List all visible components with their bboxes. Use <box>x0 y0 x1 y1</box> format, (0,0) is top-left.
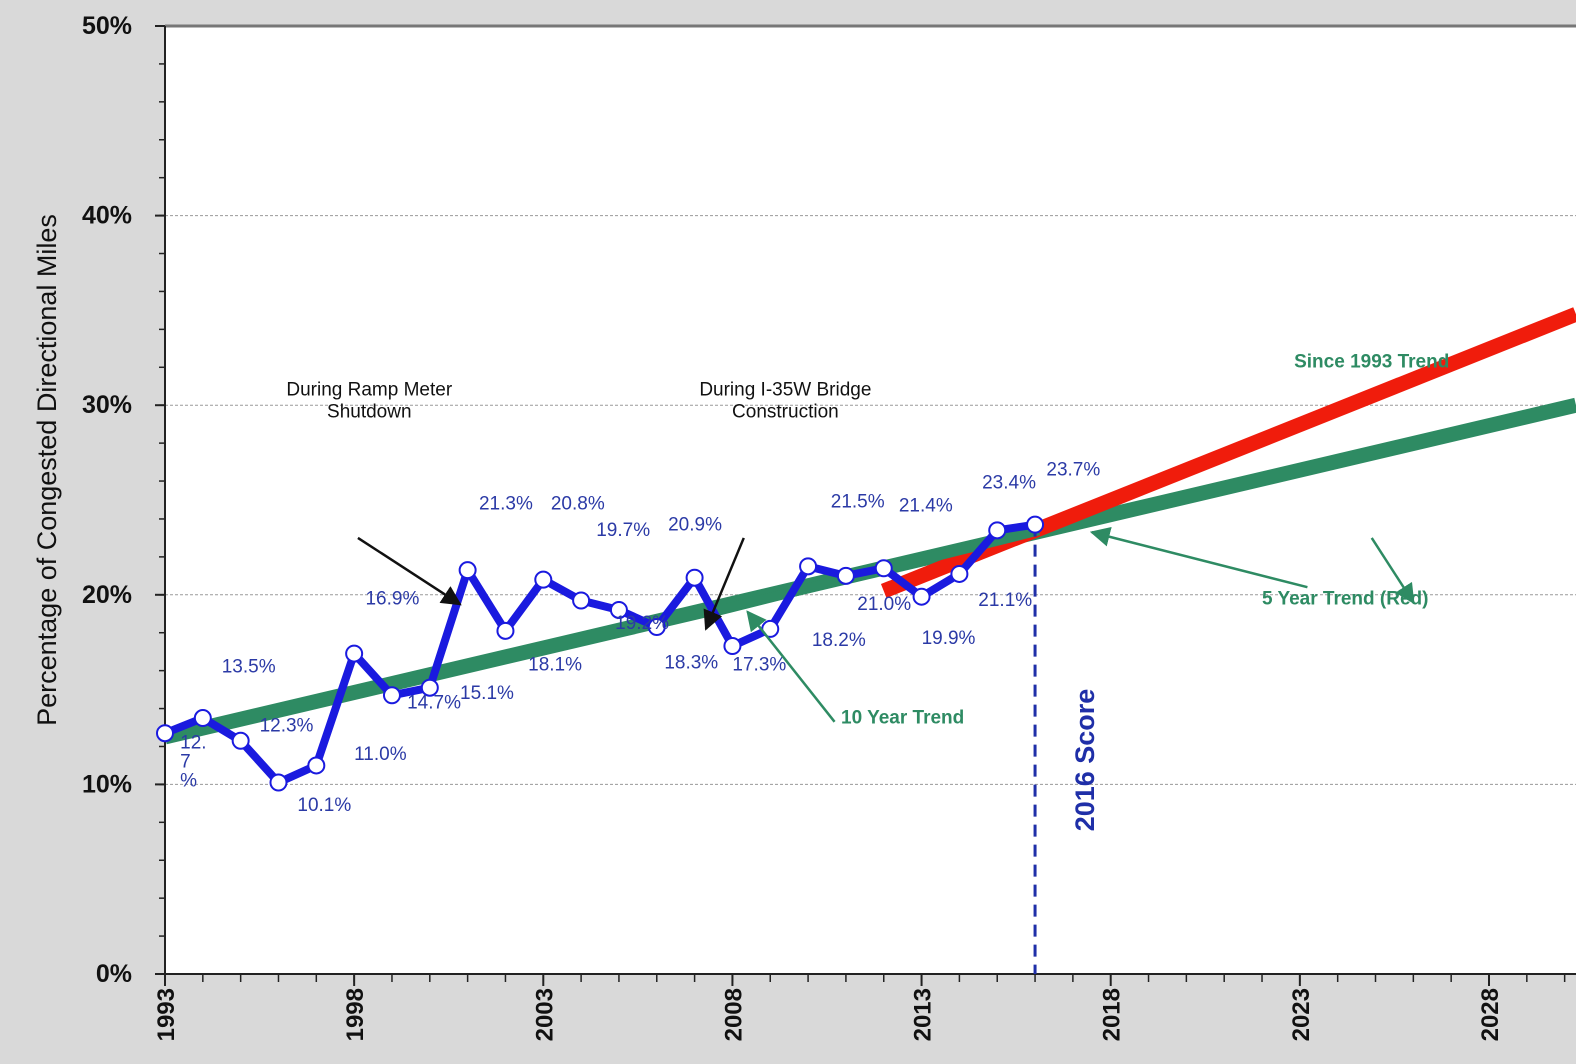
x-tick-label: 2003 <box>531 988 558 1041</box>
annotation-text: During I-35W Bridge <box>699 380 871 401</box>
data-point-2005 <box>609 600 628 619</box>
y-tick-label: 0% <box>96 960 132 988</box>
data-point-1993 <box>156 724 174 743</box>
data-label: 17.3% <box>732 655 786 676</box>
y-tick-label: 10% <box>82 770 132 798</box>
data-point-2012 <box>874 559 893 578</box>
data-point-2004 <box>572 591 591 610</box>
data-label: 23.4% <box>982 473 1036 494</box>
y-axis-title: Percentage of Congested Directional Mile… <box>32 214 62 726</box>
x-tick-label: 2028 <box>1477 988 1504 1041</box>
annotation-arrow <box>703 537 745 631</box>
data-point-2013 <box>912 587 931 606</box>
annotation-arrow <box>357 536 462 606</box>
data-point-2014 <box>950 564 969 583</box>
data-label: 11.0% <box>354 744 407 765</box>
annotation-text: Since 1993 Trend <box>1294 351 1449 372</box>
data-point-1995 <box>231 731 250 750</box>
annotation-text: During Ramp Meter <box>286 380 452 401</box>
data-point-2006 <box>647 618 666 637</box>
data-label: 19.7% <box>596 520 650 541</box>
data-label: 21.4% <box>899 495 953 516</box>
data-point-2016 <box>1026 515 1045 534</box>
data-label: 7 <box>180 751 191 772</box>
data-point-2001 <box>458 561 477 580</box>
x-tick-label: 2023 <box>1288 988 1315 1041</box>
data-label: 18.1% <box>528 655 582 676</box>
annotation-text: Shutdown <box>327 402 412 423</box>
data-label: 21.5% <box>831 492 885 513</box>
data-point-2007 <box>685 568 704 587</box>
data-label: 20.9% <box>668 514 722 535</box>
y-tick-label: 50% <box>82 12 132 40</box>
x-tick-label: 2018 <box>1099 988 1126 1041</box>
data-point-1997 <box>307 756 326 775</box>
data-label: 18.3% <box>664 653 718 674</box>
data-label: 21.3% <box>479 493 533 514</box>
score-marker-label: 2016 Score <box>1070 689 1100 832</box>
annotation-arrow <box>746 610 836 723</box>
data-label: 19.9% <box>922 628 976 649</box>
data-point-1999 <box>382 686 401 705</box>
data-label: 21.0% <box>857 594 911 615</box>
data-label: 16.9% <box>365 588 419 609</box>
annotation: Since 1993 Trend <box>1294 351 1449 605</box>
data-label: 13.5% <box>222 657 276 678</box>
annotation-arrow <box>1370 537 1415 605</box>
data-label: 23.7% <box>1046 459 1100 480</box>
data-point-2003 <box>534 570 553 589</box>
x-tick-label: 2008 <box>720 988 747 1041</box>
data-point-2011 <box>836 566 855 585</box>
data-label: 12.3% <box>260 715 314 736</box>
y-tick-label: 20% <box>82 581 132 609</box>
data-point-1998 <box>345 644 364 663</box>
y-tick-label: 40% <box>82 202 132 230</box>
data-label: 14.7% <box>407 693 461 714</box>
plot-area <box>165 26 1576 974</box>
data-point-2002 <box>496 621 515 640</box>
data-label: 12. <box>180 732 206 753</box>
x-tick-label: 2013 <box>910 988 937 1041</box>
data-point-1994 <box>193 709 212 728</box>
data-label: 19.2% <box>615 613 669 634</box>
data-label: % <box>180 770 197 791</box>
data-label: 20.8% <box>551 493 605 514</box>
x-tick-label: 1998 <box>342 988 369 1041</box>
y-tick-label: 30% <box>82 391 132 419</box>
data-label: 21.1% <box>978 590 1032 611</box>
annotation: 10 Year Trend <box>746 610 964 729</box>
annotation-text: 5 Year Trend (Red) <box>1262 588 1429 609</box>
data-point-2015 <box>988 521 1007 540</box>
annotation-text: 10 Year Trend <box>841 708 964 729</box>
data-point-1996 <box>269 773 288 792</box>
x-tick-label: 1993 <box>153 988 180 1041</box>
annotation: 5 Year Trend (Red) <box>1089 526 1429 609</box>
data-point-2010 <box>799 557 818 576</box>
annotation-arrow <box>1089 526 1308 589</box>
data-point-2000 <box>420 678 439 697</box>
data-label: 15.1% <box>460 683 514 704</box>
annotation-text: Construction <box>732 402 839 423</box>
data-label: 10.1% <box>297 795 351 816</box>
data-label: 18.2% <box>812 630 866 651</box>
data-point-2008 <box>723 636 742 655</box>
